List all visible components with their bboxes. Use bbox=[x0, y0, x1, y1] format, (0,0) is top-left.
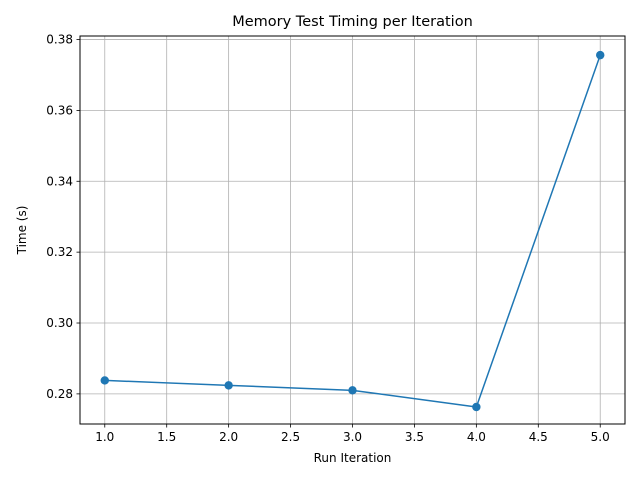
grid bbox=[80, 36, 625, 424]
x-tick-label: 3.0 bbox=[343, 430, 362, 444]
data-point bbox=[472, 402, 481, 412]
data-point bbox=[596, 50, 605, 60]
x-tick-label: 3.5 bbox=[405, 430, 424, 444]
y-tick-label: 0.36 bbox=[46, 103, 73, 117]
x-tick-label: 1.5 bbox=[157, 430, 176, 444]
y-tick-label: 0.28 bbox=[46, 387, 73, 401]
y-axis-label: Time (s) bbox=[15, 206, 29, 256]
x-tick-label: 4.0 bbox=[467, 430, 486, 444]
x-tick-label: 2.0 bbox=[219, 430, 238, 444]
chart-title: Memory Test Timing per Iteration bbox=[232, 14, 473, 30]
y-axis-ticks: 0.28 0.30 0.32 0.34 0.36 0.38 bbox=[46, 33, 80, 401]
x-tick-label: 5.0 bbox=[591, 430, 610, 444]
data-point bbox=[348, 386, 357, 395]
y-tick-label: 0.34 bbox=[46, 174, 73, 188]
series-layer bbox=[100, 50, 605, 412]
y-tick-label: 0.38 bbox=[46, 33, 73, 47]
data-point bbox=[224, 381, 233, 390]
x-tick-label: 2.5 bbox=[281, 430, 300, 444]
x-tick-label: 4.5 bbox=[529, 430, 548, 444]
x-tick-label: 1.0 bbox=[95, 430, 114, 444]
data-point bbox=[100, 376, 109, 385]
y-tick-label: 0.30 bbox=[46, 316, 73, 330]
x-axis-label: Run Iteration bbox=[314, 451, 392, 465]
y-tick-label: 0.32 bbox=[46, 245, 73, 259]
x-axis-ticks: 1.0 1.5 2.0 2.5 3.0 3.5 4.0 4.5 5.0 bbox=[95, 424, 610, 444]
